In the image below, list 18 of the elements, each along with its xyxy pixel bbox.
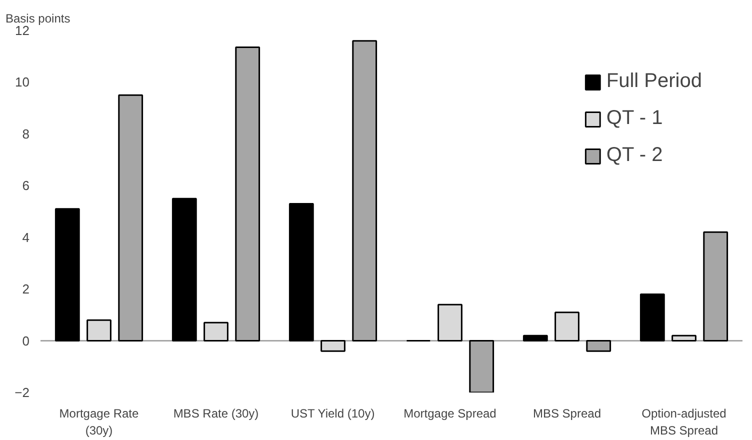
y-tick-label: 6 <box>22 178 30 194</box>
x-tick-label: MBS Spread <box>532 406 602 420</box>
y-tick-label: 0 <box>22 333 30 348</box>
y-tick-label: 2 <box>22 282 30 297</box>
x-tick-label: Option-adjusted MBS Spread <box>642 406 726 438</box>
y-tick-label: 12 <box>15 23 30 38</box>
y-tick-label: 8 <box>22 126 30 142</box>
legend-label: QT - 1 <box>606 107 663 130</box>
x-tick-label: MBS Rate (30y) <box>173 406 259 420</box>
y-tick-label: 4 <box>22 230 30 245</box>
legend-label: QT - 2 <box>606 144 663 167</box>
y-tick-label: 10 <box>15 74 30 90</box>
x-tick-label: UST Yield (10y) <box>290 406 375 420</box>
y-tick-label: −2 <box>14 385 30 400</box>
y-axis-title: Basis points <box>6 12 70 26</box>
legend-label: Full Period <box>606 70 702 93</box>
x-tick-label: Mortgage Rate (30y) <box>59 406 140 438</box>
x-tick-label: Mortgage Spread <box>404 406 496 420</box>
